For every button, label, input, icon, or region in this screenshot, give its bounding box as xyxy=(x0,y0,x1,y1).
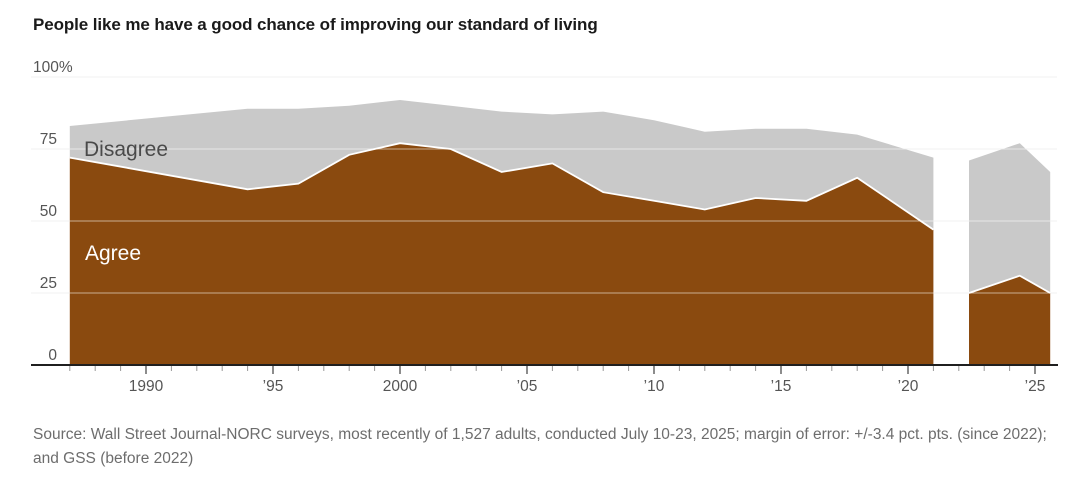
series-divider-line xyxy=(968,274,1051,294)
stacked-area-chart: 1990 ’95 2000 ’05 ’10 ’15 ’20 ’25 100% 75 50 25 0 Dis… xyxy=(31,59,1058,395)
x-tick-label: ’05 xyxy=(517,378,538,395)
x-tick-label: 2000 xyxy=(383,378,418,395)
area-agree xyxy=(969,275,1051,365)
y-tick-label: 25 xyxy=(40,275,57,292)
y-tick-label: 50 xyxy=(40,203,58,220)
series-divider-line xyxy=(69,142,934,231)
y-tick-label: 100% xyxy=(33,59,73,76)
chart-title: People like me have a good chance of imp… xyxy=(33,15,598,34)
x-tick-label: ’25 xyxy=(1025,378,1046,395)
agree-area-label: Agree xyxy=(85,242,141,265)
y-tick-label: 0 xyxy=(48,347,57,364)
area-disagree xyxy=(969,143,1051,293)
x-tick-label: 1990 xyxy=(129,378,164,395)
area-disagree xyxy=(69,100,934,230)
x-tick-label: ’10 xyxy=(644,378,665,395)
disagree-area-label: Disagree xyxy=(84,138,168,161)
x-tick-label: ’20 xyxy=(898,378,919,395)
x-tick-label: ’95 xyxy=(263,378,284,395)
area-agree xyxy=(69,143,934,365)
y-tick-label: 75 xyxy=(40,131,57,148)
source-note: Source: Wall Street Journal-NORC surveys… xyxy=(33,426,1047,467)
x-tick-label: ’15 xyxy=(771,378,792,395)
